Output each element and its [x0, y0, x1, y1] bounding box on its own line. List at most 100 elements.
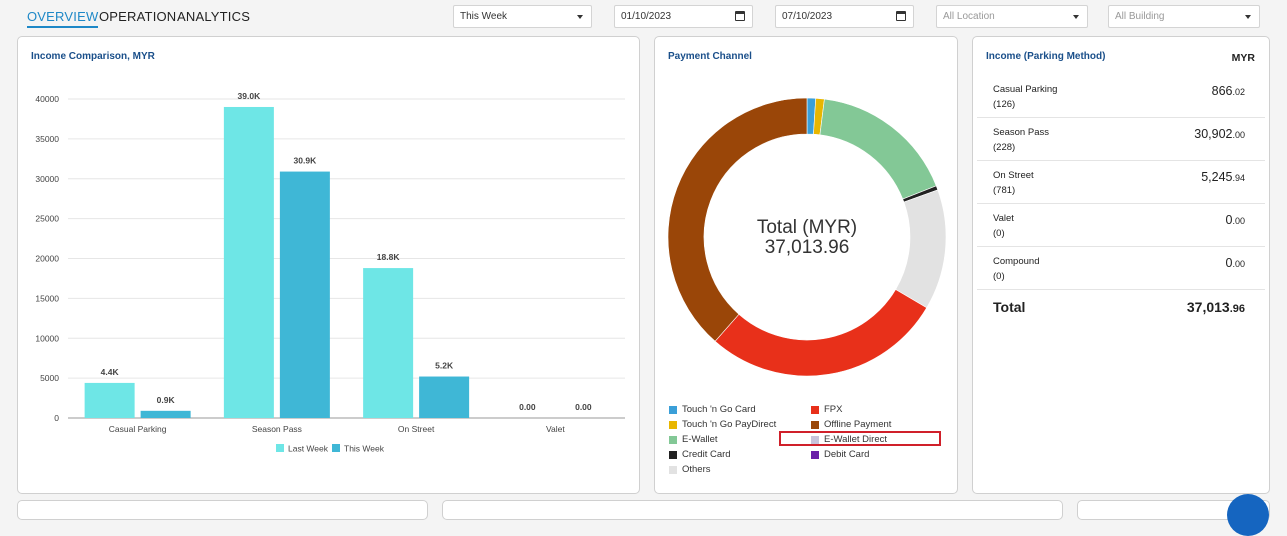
total-value: 37,013.96	[1187, 299, 1245, 315]
method-value: 0.00	[1226, 213, 1245, 227]
y-tick-label: 35000	[35, 134, 59, 144]
card-title: Payment Channel	[668, 51, 752, 62]
method-value: 5,245.94	[1201, 170, 1245, 184]
value-int: 0	[1225, 256, 1233, 270]
bar[interactable]	[363, 268, 414, 418]
legend-label: E-Wallet Direct	[824, 434, 887, 445]
y-tick-label: 15000	[35, 293, 59, 303]
method-value: 0.00	[1226, 256, 1245, 270]
pie-slice[interactable]	[819, 98, 937, 200]
data-label: 0.00	[575, 402, 592, 412]
legend-label[interactable]: This Week	[344, 444, 385, 454]
legend-item[interactable]: Others	[669, 464, 711, 475]
bar[interactable]	[84, 382, 135, 418]
tab-overview[interactable]: OVERVIEW	[27, 9, 99, 28]
highlight-box	[779, 431, 941, 446]
legend-item[interactable]: Credit Card	[669, 449, 731, 460]
bar[interactable]	[223, 106, 274, 418]
bar[interactable]	[419, 376, 470, 418]
legend-item[interactable]: Offline Payment	[811, 419, 891, 430]
x-tick-label: On Street	[398, 424, 435, 434]
value-dec: .94	[1232, 173, 1245, 183]
bar[interactable]	[279, 171, 330, 418]
calendar-icon[interactable]	[735, 11, 745, 21]
donut-center-label: Total (MYR)	[756, 217, 858, 238]
donut-center-value: 37,013.96	[764, 237, 850, 258]
value-dec: .00	[1232, 259, 1245, 269]
income-comparison-card: Income Comparison, MYR 0 5000 10000 15000 20…	[17, 36, 640, 494]
pie-slice[interactable]	[667, 97, 808, 342]
legend-item[interactable]: Debit Card	[811, 449, 869, 460]
legend-label[interactable]: Last Week	[288, 444, 329, 454]
end-date-field[interactable]: 07/10/2023	[775, 5, 914, 28]
legend-swatch	[811, 405, 819, 414]
y-tick-label: 0	[54, 413, 59, 423]
tab-analytics[interactable]: ANALYTICS	[177, 9, 251, 24]
currency-label: MYR	[1231, 52, 1255, 64]
pie-slice[interactable]	[714, 289, 928, 377]
legend-swatch	[669, 465, 677, 474]
method-name: On Street	[993, 170, 1034, 181]
parking-method-card: Income (Parking Method) MYR Casual Parki…	[972, 36, 1270, 494]
value-dec: .00	[1232, 130, 1245, 140]
tab-operation[interactable]: OPERATION	[99, 9, 177, 24]
total-label: Total	[993, 299, 1026, 315]
floating-action-button[interactable]	[1227, 494, 1269, 536]
y-tick-label: 30000	[35, 174, 59, 184]
method-count: (228)	[993, 142, 1016, 153]
method-value: 30,902.00	[1194, 127, 1245, 141]
bar[interactable]	[140, 410, 191, 418]
method-count: (126)	[993, 99, 1016, 110]
total-row: Total 37,013.96	[977, 290, 1265, 328]
card-title: Income Comparison, MYR	[31, 51, 155, 62]
chevron-down-icon	[1073, 15, 1079, 19]
legend-item[interactable]: E-Wallet	[669, 434, 718, 445]
x-tick-label: Casual Parking	[109, 424, 167, 434]
chevron-down-icon	[577, 15, 583, 19]
legend-item[interactable]: E-Wallet Direct	[811, 434, 887, 445]
method-count: (781)	[993, 185, 1016, 196]
legend-item[interactable]: Touch 'n Go PayDirect	[669, 419, 776, 430]
y-tick-label: 20000	[35, 254, 59, 264]
value-dec: .96	[1229, 303, 1245, 315]
legend-label: Touch 'n Go Card	[682, 404, 756, 415]
legend-swatch	[332, 444, 340, 452]
method-count: (0)	[993, 271, 1005, 282]
building-value: All Building	[1115, 11, 1165, 22]
location-value: All Location	[943, 11, 995, 22]
legend-item[interactable]: FPX	[811, 404, 842, 415]
x-tick-label: Valet	[546, 424, 565, 434]
data-label: 0.00	[519, 402, 536, 412]
legend-swatch	[811, 450, 819, 459]
method-name: Valet	[993, 213, 1014, 224]
end-date-value: 07/10/2023	[782, 11, 833, 22]
method-name: Compound	[993, 256, 1040, 267]
value-int: 5,245	[1201, 170, 1233, 184]
location-select[interactable]: All Location	[936, 5, 1088, 28]
legend-swatch	[669, 435, 677, 444]
legend-label: Debit Card	[824, 449, 870, 460]
building-select[interactable]: All Building	[1108, 5, 1260, 28]
list-item: Season Pass (228) 30,902.00	[977, 118, 1265, 161]
calendar-icon[interactable]	[896, 11, 906, 21]
method-count: (0)	[993, 228, 1005, 239]
y-tick-label: 25000	[35, 214, 59, 224]
value-int: 866	[1211, 84, 1233, 98]
period-select[interactable]: This Week	[453, 5, 592, 28]
value-int: 37,013	[1186, 299, 1230, 315]
legend-swatch	[276, 444, 284, 452]
legend-label: Credit Card	[682, 449, 731, 460]
data-label: 0.9K	[157, 395, 176, 405]
value-dec: .00	[1232, 216, 1245, 226]
data-label: 5.2K	[435, 361, 454, 371]
legend-label: FPX	[824, 404, 843, 415]
start-date-field[interactable]: 01/10/2023	[614, 5, 753, 28]
method-name: Season Pass	[993, 127, 1049, 138]
period-value: This Week	[460, 11, 508, 22]
legend-label: Others	[682, 464, 711, 475]
legend-label: E-Wallet	[682, 434, 718, 445]
data-label: 30.9K	[294, 156, 318, 166]
data-label: 39.0K	[238, 91, 262, 101]
legend-item[interactable]: Touch 'n Go Card	[669, 404, 756, 415]
card-title: Income (Parking Method)	[986, 51, 1106, 62]
